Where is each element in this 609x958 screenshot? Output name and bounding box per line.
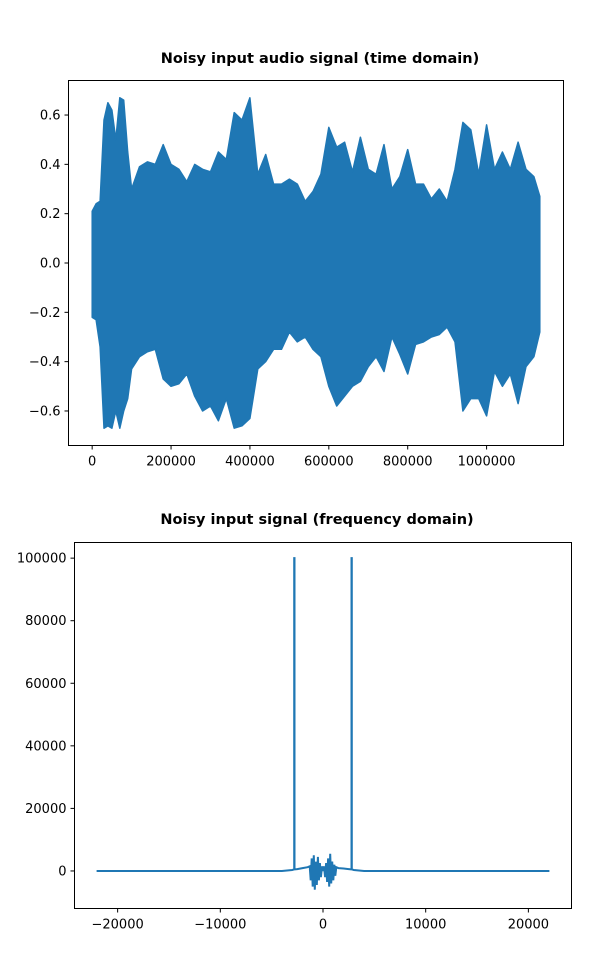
y-axis: 0 20000 40000 60000 80000 100000 xyxy=(17,552,75,879)
y-tick-label: 20000 xyxy=(25,802,66,817)
y-tick-label: 0 xyxy=(58,864,66,879)
y-tick-label: 100000 xyxy=(17,552,67,567)
y-tick-label: −0.6 xyxy=(29,404,61,419)
series-line xyxy=(91,97,541,429)
frequency-domain-chart: Noisy input signal (frequency domain) −2… xyxy=(17,512,572,933)
x-tick-label: 0 xyxy=(88,455,96,470)
plot-area xyxy=(96,557,550,890)
time-domain-chart: Noisy input audio signal (time domain) 0… xyxy=(29,51,564,470)
y-tick-label: 0.6 xyxy=(40,109,61,124)
x-tick-label: −10000 xyxy=(194,918,246,933)
series-line xyxy=(96,557,550,890)
x-tick-label: 0 xyxy=(319,918,327,933)
x-axis: −20000 −10000 0 10000 20000 xyxy=(92,908,549,933)
y-tick-label: 40000 xyxy=(25,739,66,754)
axes-frame xyxy=(74,542,572,909)
y-tick-label: 0.4 xyxy=(40,158,61,173)
x-axis: 0 200000 400000 600000 800000 1000000 xyxy=(88,445,516,470)
y-tick-label: 80000 xyxy=(25,614,66,629)
x-tick-label: 20000 xyxy=(508,918,549,933)
x-tick-label: 200000 xyxy=(146,455,196,470)
y-axis: −0.6 −0.4 −0.2 0.0 0.2 0.4 0.6 xyxy=(29,109,69,419)
chart-title: Noisy input audio signal (time domain) xyxy=(161,51,479,67)
y-tick-label: 60000 xyxy=(25,677,66,692)
x-tick-label: 400000 xyxy=(225,455,275,470)
y-tick-label: 0.2 xyxy=(40,207,61,222)
x-tick-label: −20000 xyxy=(92,918,144,933)
x-tick-label: 600000 xyxy=(304,455,354,470)
y-tick-label: 0.0 xyxy=(40,257,61,272)
y-tick-label: −0.4 xyxy=(29,355,61,370)
x-tick-label: 10000 xyxy=(405,918,446,933)
plot-area xyxy=(91,97,541,429)
x-tick-label: 800000 xyxy=(383,455,433,470)
x-tick-label: 1000000 xyxy=(458,455,516,470)
y-tick-label: −0.2 xyxy=(29,306,61,321)
chart-title: Noisy input signal (frequency domain) xyxy=(160,512,473,528)
